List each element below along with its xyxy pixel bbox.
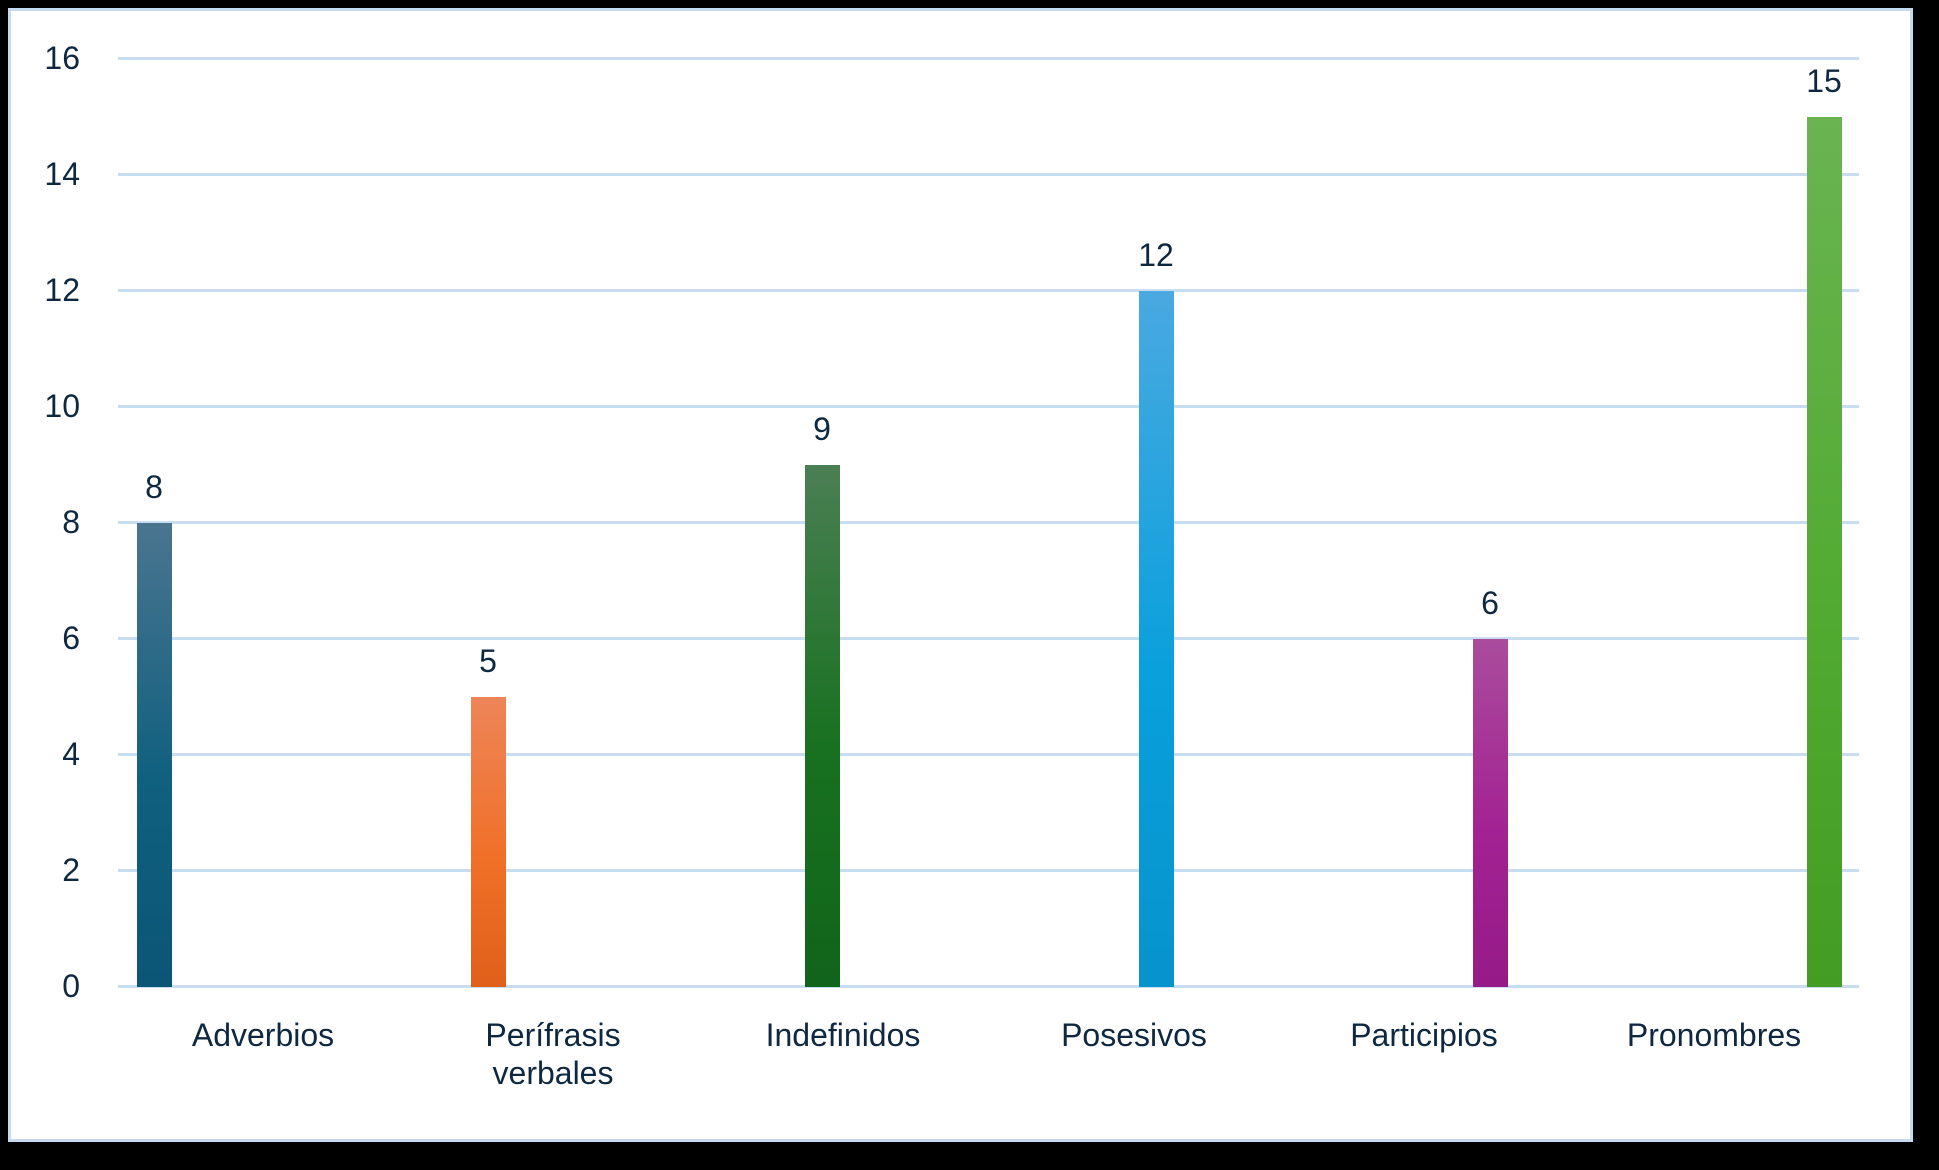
- bar-indefinidos: [805, 465, 840, 987]
- bar-participios: [1473, 639, 1508, 987]
- x-label-line: Perífrasis: [485, 1017, 621, 1053]
- data-label: 5: [479, 643, 497, 679]
- x-label-line: Indefinidos: [765, 1017, 921, 1053]
- y-tick-label: 4: [62, 736, 80, 772]
- data-label: 12: [1138, 237, 1174, 273]
- bar-posesivos: [1139, 291, 1174, 987]
- y-tick-label: 16: [44, 40, 80, 76]
- y-tick-label: 2: [62, 852, 80, 888]
- x-category-label: Perífrasis verbales: [413, 1016, 693, 1092]
- gridline-2: [118, 869, 1859, 872]
- bar-pronombres: [1807, 117, 1842, 987]
- x-label-line: Posesivos: [1061, 1017, 1207, 1053]
- y-tick-label: 12: [44, 272, 80, 308]
- x-category-label: Pronombres: [1574, 1016, 1854, 1054]
- y-tick-label: 6: [62, 620, 80, 656]
- x-label-line: Participios: [1350, 1017, 1498, 1053]
- x-category-label: Participios: [1284, 1016, 1564, 1054]
- x-category-label: Adverbios: [123, 1016, 403, 1054]
- bar-perifrasis-verbales: [471, 697, 506, 987]
- x-label-line: Pronombres: [1626, 1017, 1802, 1053]
- data-label: 6: [1481, 585, 1499, 621]
- gridline-10: [118, 405, 1859, 408]
- gridline-12: [118, 289, 1859, 292]
- y-tick-label: 14: [44, 156, 80, 192]
- gridline-16: [118, 57, 1859, 60]
- gridline-14: [118, 173, 1859, 176]
- gridline-8: [118, 521, 1859, 524]
- gridline-6: [118, 637, 1859, 640]
- data-label: 15: [1806, 63, 1842, 99]
- x-category-label: Posesivos: [994, 1016, 1274, 1054]
- gridline-0: [118, 985, 1859, 988]
- y-tick-label: 0: [62, 968, 80, 1004]
- data-label: 9: [813, 411, 831, 447]
- y-tick-label: 10: [44, 388, 80, 424]
- x-category-label: Indefinidos: [703, 1016, 983, 1054]
- x-label-line: verbales: [492, 1055, 614, 1091]
- gridline-4: [118, 753, 1859, 756]
- y-tick-label: 8: [62, 504, 80, 540]
- bar-adverbios: [137, 523, 172, 987]
- chart-frame: [8, 8, 1913, 1142]
- data-label: 8: [145, 469, 163, 505]
- x-label-line: Adverbios: [191, 1017, 335, 1053]
